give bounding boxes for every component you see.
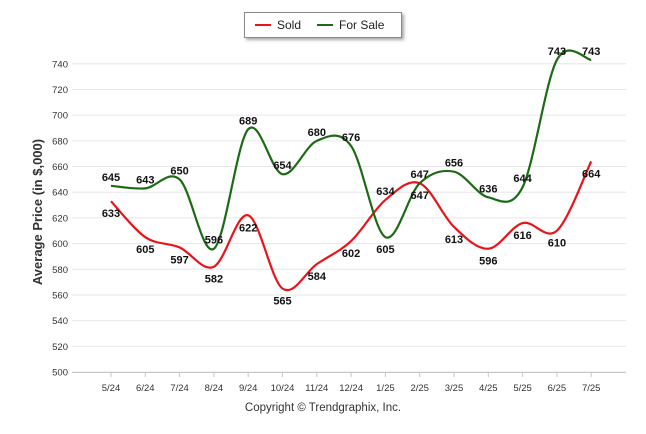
data-label-sold-6: 584: [308, 271, 327, 283]
y-tick-label-520: 520: [52, 342, 68, 353]
series-lines: [110, 49, 593, 292]
data-label-for-sale-4: 689: [239, 115, 257, 127]
series-line-sold: [110, 160, 593, 292]
data-label-sold-2: 597: [170, 254, 188, 266]
data-label-for-sale-0: 645: [102, 172, 120, 184]
y-tick-label-620: 620: [52, 213, 68, 224]
x-tick-label-7: 12/24: [339, 383, 363, 394]
data-label-sold-9: 647: [411, 190, 429, 202]
data-label-sold-3: 582: [205, 274, 223, 286]
x-tick-label-13: 6/25: [548, 383, 567, 394]
data-label-sold-13: 610: [548, 238, 566, 250]
data-label-for-sale-5: 654: [273, 160, 292, 172]
data-label-sold-8: 634: [376, 186, 395, 198]
y-tick-label-560: 560: [52, 290, 68, 301]
legend-label-sold: Sold: [277, 18, 302, 32]
y-tick-label-640: 640: [52, 188, 68, 199]
series-line-for-sale: [110, 49, 592, 251]
data-label-for-sale-3: 596: [205, 235, 223, 247]
x-tick-label-11: 4/25: [479, 383, 498, 394]
copyright: Copyright © Trendgraphix, Inc.: [244, 402, 402, 414]
y-axis-ticks: 500 520 540 560 580 600 620 640 660 680 700 720 740: [52, 59, 68, 378]
legend-label-for-sale: For Sale: [339, 18, 385, 32]
y-tick-label-700: 700: [52, 111, 68, 122]
data-label-for-sale-14: 743: [582, 46, 600, 58]
data-label-sold-4: 622: [239, 222, 257, 234]
legend-item-for-sale[interactable]: For Sale: [307, 18, 384, 32]
data-label-sold-11: 596: [479, 256, 497, 268]
y-tick-label-500: 500: [52, 368, 68, 379]
x-tick-label-5: 10/24: [271, 383, 295, 394]
data-label-for-sale-2: 650: [170, 165, 188, 177]
data-label-sold-7: 602: [342, 248, 360, 260]
legend-swatch-sold: [255, 24, 271, 26]
data-label-for-sale-6: 680: [308, 127, 326, 139]
legend-item-sold[interactable]: Sold: [245, 18, 301, 32]
data-label-for-sale-12: 644: [513, 173, 532, 185]
x-tick-label-1: 6/24: [136, 383, 155, 394]
data-label-for-sale-7: 676: [342, 132, 360, 144]
data-label-for-sale-13: 743: [548, 46, 566, 58]
x-tick-label-4: 9/24: [239, 383, 258, 394]
legend-swatch-for-sale: [317, 24, 334, 26]
data-label-for-sale-10: 656: [445, 158, 463, 170]
x-axis-ticks: 5/24 6/24 7/24 8/24 9/24 10/24 11/24 12/24 1/25 2…: [102, 372, 601, 394]
data-label-for-sale-8: 605: [376, 244, 394, 256]
data-labels: 633 605 597 582 622 565 584 602 634 647 613 596 616 6…: [102, 46, 601, 308]
y-tick-label-740: 740: [52, 59, 68, 70]
data-label-sold-14: 664: [582, 168, 601, 180]
x-tick-label-12: 5/25: [513, 383, 532, 394]
y-tick-label-600: 600: [52, 239, 68, 250]
data-label-sold-10: 613: [445, 234, 463, 246]
x-tick-label-0: 5/24: [102, 383, 121, 394]
data-label-sold-12: 616: [513, 230, 531, 242]
data-label-for-sale-1: 643: [136, 174, 154, 186]
x-tick-label-3: 8/24: [205, 383, 224, 394]
x-tick-label-8: 1/25: [376, 383, 395, 394]
data-label-sold-1: 605: [136, 244, 154, 256]
y-tick-label-540: 540: [52, 316, 68, 327]
x-tick-label-14: 7/25: [582, 383, 601, 394]
y-axis-label: Average Price (in $,000): [30, 139, 45, 285]
data-label-sold-0: 633: [102, 208, 120, 220]
x-tick-label-10: 3/25: [445, 383, 464, 394]
data-label-sold-5: 565: [273, 296, 291, 308]
data-label-for-sale-11: 636: [479, 183, 497, 195]
y-tick-label-580: 580: [52, 265, 68, 276]
legend: Sold For Sale: [244, 12, 402, 38]
data-label-for-sale-9: 647: [411, 169, 429, 181]
y-tick-label-680: 680: [52, 136, 68, 147]
x-tick-label-6: 11/24: [305, 383, 328, 394]
x-tick-label-9: 2/25: [410, 383, 429, 394]
y-tick-label-720: 720: [52, 85, 68, 96]
y-tick-label-660: 660: [52, 162, 68, 173]
x-tick-label-2: 7/24: [170, 383, 189, 394]
